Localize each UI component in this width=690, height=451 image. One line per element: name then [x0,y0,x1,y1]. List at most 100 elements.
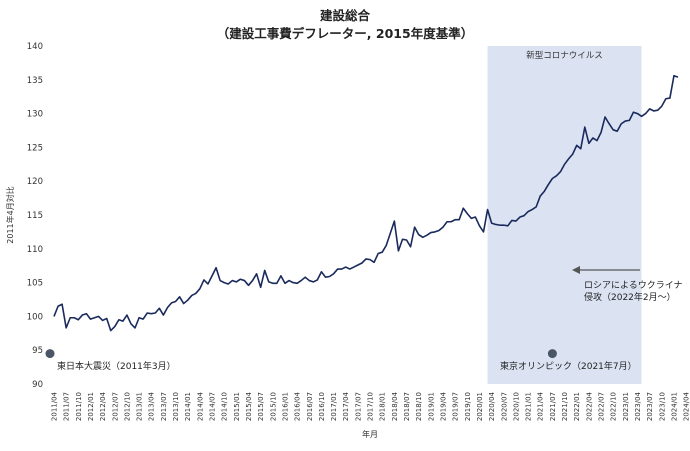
y-tick-label: 95 [32,346,43,356]
data-point-2020/03 [486,208,488,210]
x-tick-label: 2023/04 [634,391,642,421]
x-axis-label: 年月 [362,429,378,439]
data-point-2017/03 [340,268,342,270]
x-tick-label: 2013/04 [148,391,156,421]
data-point-2021/01 [527,210,529,212]
data-point-2016/06 [304,276,306,278]
x-tick-label: 2020/04 [488,391,496,421]
x-tick-label: 2021/01 [525,392,533,421]
data-point-2018/04 [393,220,395,222]
data-point-2013/11 [178,296,180,298]
data-point-2015/04 [247,284,249,286]
data-point-2023/04 [636,112,638,114]
data-point-2021/08 [555,175,557,177]
earthquake-annotation: 東日本大震災（2011年3月） [57,360,176,372]
x-tick-label: 2012/07 [111,392,119,421]
y-tick-label: 135 [27,76,43,86]
y-axis-ticks: 90 95 100 105 110 115 120 125 130 135 140 [27,42,43,390]
y-tick-label: 120 [27,177,43,187]
data-point-2014/04 [199,287,201,289]
y-tick-label: 110 [27,245,43,255]
olympics-marker [547,349,557,359]
x-tick-label: 2014/10 [221,392,229,421]
data-point-2018/10 [417,233,419,235]
data-point-2022/12 [620,123,622,125]
data-point-2019/11 [470,217,472,219]
data-point-2020/06 [499,224,501,226]
x-tick-label: 2016/04 [294,391,302,421]
data-point-2011/09 [73,317,75,319]
x-tick-label: 2016/07 [306,392,314,421]
data-point-2018/03 [389,232,391,234]
data-point-2020/09 [511,219,513,221]
x-tick-label: 2012/04 [99,391,107,421]
data-point-2012/03 [97,315,99,317]
ukraine-annotation-line1: ロシアによるウクライナ [584,280,683,291]
data-point-2016/10 [320,271,322,273]
data-point-2020/11 [519,216,521,218]
data-point-2022/10 [612,129,614,131]
x-tick-label: 2015/10 [269,392,277,421]
data-point-2013/01 [138,317,140,319]
ukraine-annotation-line2: 侵攻（2022年2月～） [584,291,676,303]
x-tick-label: 2011/07 [63,392,71,421]
data-point-2023/02 [628,119,630,121]
data-point-2021/05 [543,190,545,192]
data-point-2017/07 [357,264,359,266]
y-tick-label: 100 [27,312,43,322]
data-point-2014/09 [219,279,221,281]
data-point-2019/05 [446,221,448,223]
data-point-2015/03 [243,279,245,281]
x-tick-label: 2012/10 [123,392,131,421]
x-tick-label: 2022/01 [573,392,581,421]
data-point-2018/06 [401,238,403,240]
x-tick-label: 2013/10 [172,392,180,421]
data-point-2016/02 [288,279,290,281]
data-point-2016/11 [324,276,326,278]
data-point-2021/12 [571,153,573,155]
data-point-2023/01 [624,120,626,122]
y-tick-label: 90 [32,380,43,390]
x-tick-label: 2017/04 [342,391,350,421]
x-tick-label: 2019/01 [427,392,435,421]
data-point-2022/04 [588,142,590,144]
data-point-2012/02 [93,317,95,319]
data-point-2019/03 [438,229,440,231]
x-tick-label: 2021/04 [537,391,545,421]
data-point-2023/11 [665,98,667,100]
data-point-2013/04 [150,313,152,315]
x-tick-label: 2014/01 [184,392,192,421]
data-point-2015/01 [235,281,237,283]
x-tick-label: 2019/07 [452,392,460,421]
chart-title: 建設総合 [320,8,371,23]
data-point-2024/01 [673,75,675,77]
x-tick-label: 2014/07 [209,392,217,421]
x-tick-label: 2015/01 [233,392,241,421]
x-tick-label: 2016/10 [318,392,326,421]
data-point-2011/08 [69,317,71,319]
x-tick-label: 2014/04 [196,391,204,421]
data-point-2020/04 [490,222,492,224]
data-point-2024/02 [677,76,679,78]
data-point-2013/12 [182,302,184,304]
data-point-2014/11 [227,283,229,285]
data-point-2023/10 [661,105,663,107]
data-point-2020/02 [482,231,484,233]
x-tick-label: 2011/04 [51,391,59,421]
x-tick-label: 2018/01 [379,392,387,421]
x-tick-label: 2018/04 [391,391,399,421]
data-point-2013/10 [174,300,176,302]
data-point-2015/10 [272,282,274,284]
data-point-2021/07 [551,177,553,179]
data-point-2020/01 [478,225,480,227]
data-point-2014/06 [207,283,209,285]
data-point-2023/09 [657,109,659,111]
data-point-2019/12 [474,216,476,218]
data-point-2016/04 [296,282,298,284]
data-point-2018/11 [422,236,424,238]
data-point-2011/04 [53,315,55,317]
data-point-2017/11 [373,261,375,263]
data-point-2021/11 [567,158,569,160]
data-point-2015/02 [239,278,241,280]
data-point-2017/06 [353,266,355,268]
